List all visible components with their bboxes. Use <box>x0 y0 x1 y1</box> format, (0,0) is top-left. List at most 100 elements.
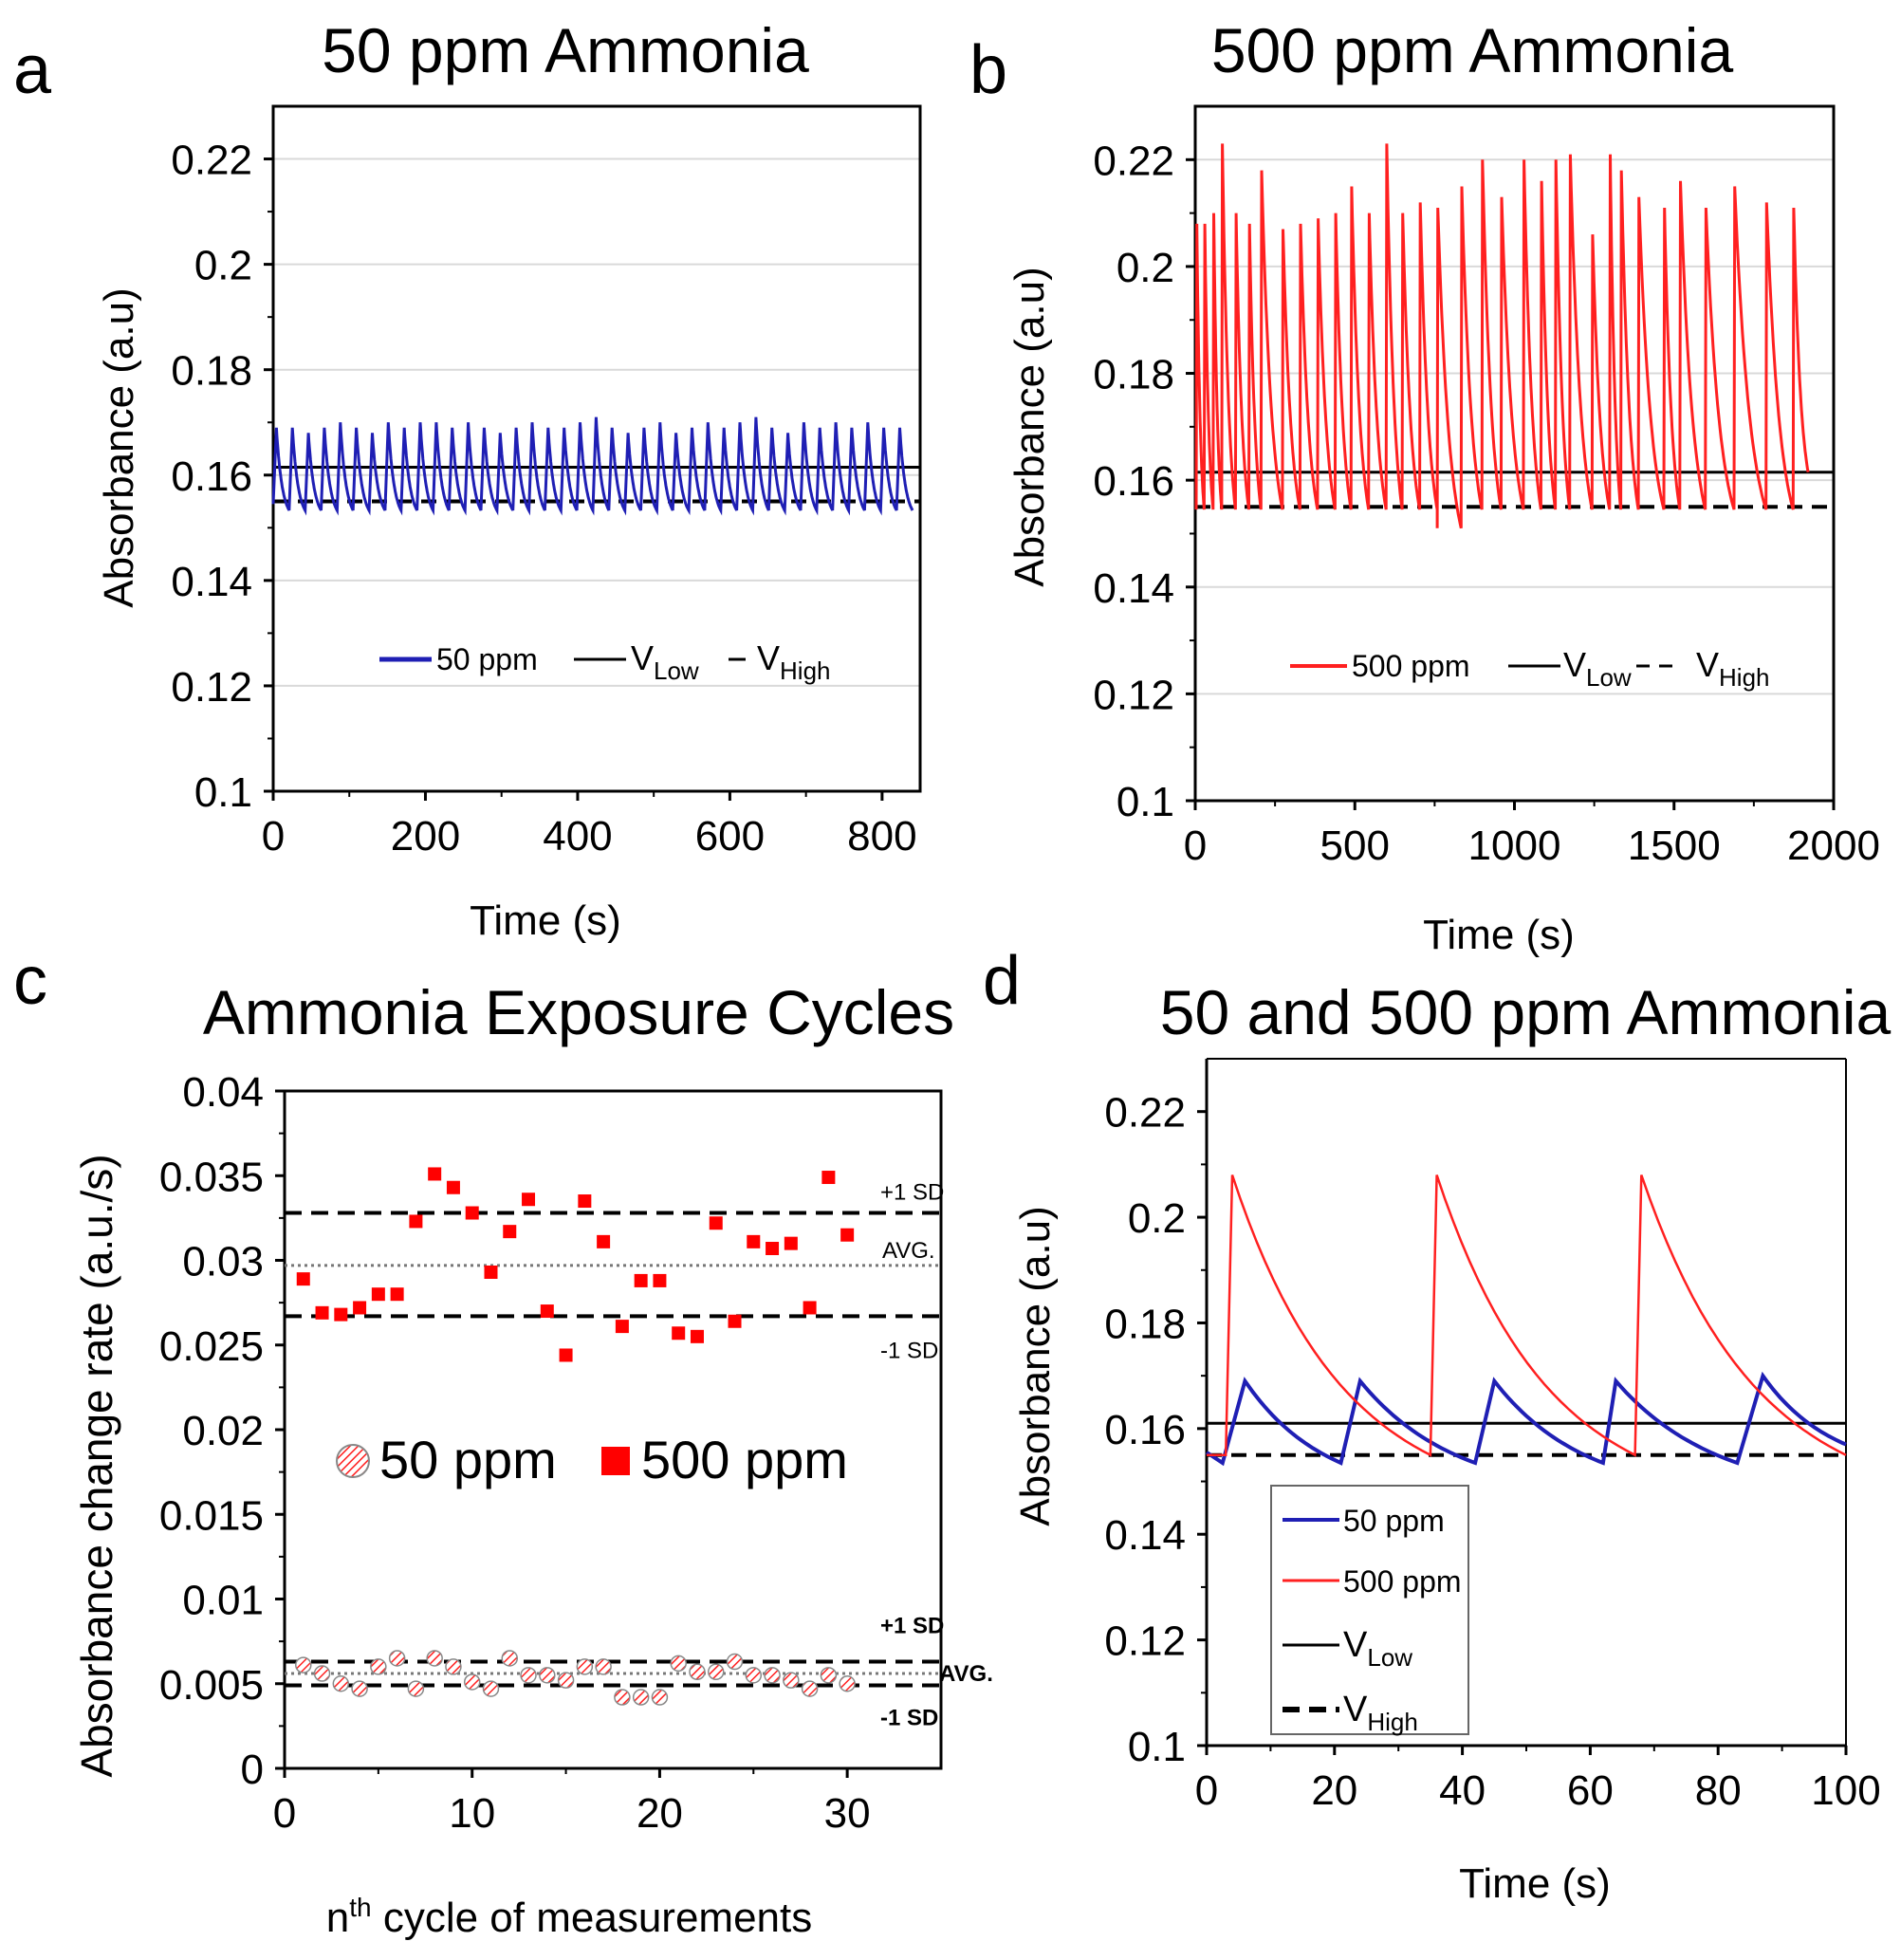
panel-d-xlabel: Time (s) <box>1459 1860 1611 1907</box>
panel-c-ytick-label: 0.02 <box>182 1408 264 1454</box>
panel-d-legend-label: 50 ppm <box>1343 1504 1445 1538</box>
panel-c-point-50ppm <box>651 1689 669 1706</box>
panel-b-legend-label-sub: Low <box>1586 663 1632 692</box>
panel-c-point-50ppm <box>801 1680 819 1697</box>
panel-c-point-50ppm <box>576 1658 594 1675</box>
panel-a-legend-label-sub: Low <box>654 656 699 685</box>
panel-c-ytick-label: 0.01 <box>182 1578 264 1624</box>
panel-b-series-500ppm-line <box>1194 143 1810 529</box>
panel-c-refline-label: AVG. <box>882 1238 935 1264</box>
panel-a-plot-frame <box>271 104 922 793</box>
panel-b-ytick-label: 0.18 <box>1093 352 1174 398</box>
panel-c-point-500ppm <box>597 1234 611 1248</box>
panel-d-xtick-label: 40 <box>1439 1767 1486 1814</box>
panel-a-xtick-label: 200 <box>391 813 460 860</box>
panel-c-legend-label-500ppm: 500 ppm <box>641 1430 848 1489</box>
panel-c-point-50ppm <box>445 1658 462 1675</box>
panel-c-point-50ppm <box>783 1672 800 1689</box>
panel-c-title: Ammonia Exposure Cycles <box>203 977 954 1047</box>
panel-b-xlabel: Time (s) <box>1423 912 1575 958</box>
panel-c-point-500ppm <box>840 1228 855 1242</box>
panel-c-point-50ppm <box>707 1663 725 1681</box>
panel-a-ytick-label: 0.12 <box>171 664 252 711</box>
panel-c-point-500ppm <box>559 1348 573 1362</box>
panel-c-point-500ppm <box>803 1301 817 1315</box>
panel-c-point-500ppm <box>578 1194 592 1209</box>
panel-b-ylabel: Absorbance (a.u) <box>1006 267 1053 587</box>
panel-c-point-50ppm <box>426 1650 443 1667</box>
panel-c-refline-label: -1 SD <box>880 1338 938 1363</box>
panel-c-point-50ppm <box>463 1673 481 1691</box>
panel-c-point-50ppm <box>764 1667 781 1684</box>
panel-b-ytick-label: 0.2 <box>1117 245 1174 291</box>
panel-a-xlabel: Time (s) <box>470 897 621 944</box>
panel-b-ytick-label: 0.22 <box>1093 138 1174 184</box>
panel-a-ytick-label: 0.22 <box>171 138 252 184</box>
panel-a-ylabel: Absorbance (a.u) <box>96 287 142 608</box>
panel-a-title: 50 ppm Ammonia <box>322 15 809 85</box>
panel-d-xtick-label: 60 <box>1567 1767 1614 1814</box>
panel-c-legend-marker-50ppm <box>336 1444 370 1478</box>
panel-c-ytick-label: 0.025 <box>159 1323 264 1370</box>
panel-b-xtick-label: 1000 <box>1468 823 1561 869</box>
panel-b-legend-label-main: V <box>1563 645 1586 684</box>
panel-a-legend-label: 50 ppm <box>436 642 538 676</box>
panel-letter-a: a <box>13 32 52 108</box>
panel-a-ytick-label: 0.14 <box>171 559 252 605</box>
panel-a-chart: 50 ppm Ammonia Time (s) Absorbance (a.u)… <box>96 15 922 944</box>
panel-c-legend-marker-500ppm <box>601 1447 630 1475</box>
panel-a-xtick-label: 800 <box>847 813 916 860</box>
panel-d-chart: 50 and 500 ppm Ammonia Time (s) Absorban… <box>1012 977 1892 1907</box>
panel-b-ytick-label: 0.12 <box>1093 672 1174 718</box>
panel-d-legend-box <box>1270 1485 1469 1735</box>
panel-d-legend-label: 500 ppm <box>1343 1564 1462 1599</box>
panel-c-point-50ppm <box>595 1658 612 1675</box>
panel-c-point-50ppm <box>351 1680 368 1697</box>
panel-b-ytick-label: 0.1 <box>1117 779 1174 825</box>
panel-letter-b: b <box>969 32 1007 108</box>
panel-c-xtick-label: 20 <box>637 1790 683 1837</box>
panel-a-legend-label: VHigh <box>757 638 831 685</box>
panel-c-refline-label: +1 SD <box>880 1614 944 1639</box>
panel-a-ytick-label: 0.1 <box>194 769 252 816</box>
panel-c-point-500ppm <box>503 1225 517 1239</box>
panel-d-legend-label-main: 50 ppm <box>1343 1504 1445 1538</box>
panel-b-legend-label: 500 ppm <box>1352 649 1470 683</box>
panel-d-ytick-label: 0.18 <box>1104 1301 1186 1347</box>
panel-c-point-500ppm <box>522 1193 536 1207</box>
panel-d-ytick-label: 0.1 <box>1128 1724 1186 1770</box>
panel-c-refline-label: AVG. <box>939 1661 993 1687</box>
panel-d-xtick-label: 20 <box>1311 1767 1357 1814</box>
panel-a-ytick-label: 0.18 <box>171 348 252 395</box>
panel-b-legend-label-sub: High <box>1719 663 1769 692</box>
panel-c-point-50ppm <box>482 1680 500 1697</box>
panel-a-xtick-label: 0 <box>262 813 285 860</box>
panel-a-legend-label-main: V <box>631 638 654 677</box>
panel-c-point-50ppm <box>313 1665 331 1682</box>
panel-c-xlabel: nth cycle of measurements <box>326 1893 812 1941</box>
panel-c-xtick-label: 30 <box>824 1790 871 1837</box>
panel-c-point-500ppm <box>766 1242 780 1256</box>
panel-d-legend-label: VHigh <box>1343 1690 1418 1736</box>
panel-b-xtick-label: 1500 <box>1628 823 1721 869</box>
panel-c-point-500ppm <box>747 1234 761 1248</box>
panel-c-point-500ppm <box>371 1287 385 1302</box>
panel-d-legend-label-sub: Low <box>1367 1643 1412 1672</box>
panel-a-legend-label-sub: High <box>780 656 830 685</box>
panel-d-title: 50 and 500 ppm Ammonia <box>1160 977 1892 1047</box>
panel-c-point-500ppm <box>446 1180 460 1194</box>
panel-d-legend-label-main: 500 ppm <box>1343 1564 1462 1599</box>
panel-c-point-50ppm <box>614 1689 631 1706</box>
panel-c-point-50ppm <box>820 1667 838 1684</box>
panel-a-legend-label-main: V <box>757 638 780 677</box>
panel-c-refline-label: -1 SD <box>880 1706 938 1731</box>
panel-a-legend-label-main: 50 ppm <box>436 642 538 676</box>
panel-c-point-50ppm <box>539 1667 556 1684</box>
panel-b-chart: 500 ppm Ammonia Time (s) Absorbance (a.u… <box>1006 15 1880 958</box>
panel-c-point-50ppm <box>839 1675 856 1692</box>
panel-b-xtick-label: 0 <box>1184 823 1207 869</box>
panel-c-ytick-label: 0.035 <box>159 1154 264 1200</box>
panel-c-point-500ppm <box>821 1171 836 1185</box>
panel-c-chart: Ammonia Exposure Cycles nth cycle of mea… <box>72 977 993 1941</box>
